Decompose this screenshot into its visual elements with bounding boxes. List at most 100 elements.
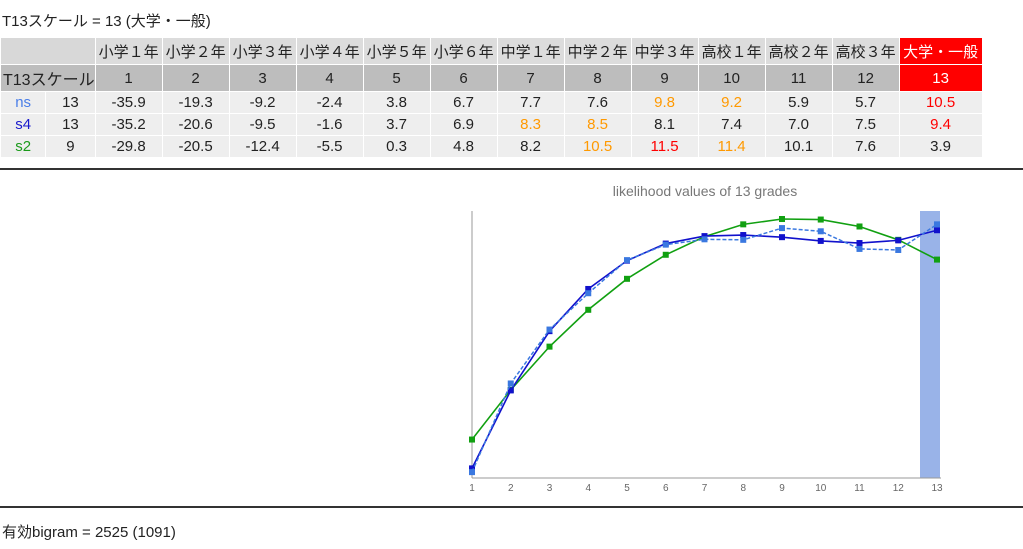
x-tick-label: 6 bbox=[663, 483, 669, 494]
divider-top bbox=[0, 168, 1023, 170]
scale-number-12: 12 bbox=[832, 65, 899, 91]
likelihood-cell: 8.5 bbox=[564, 114, 631, 135]
likelihood-cell: 9.8 bbox=[631, 92, 698, 113]
series-point-s4 bbox=[779, 234, 785, 241]
grade-name-8: 中学２年 bbox=[564, 38, 631, 64]
series-point-s2 bbox=[934, 256, 940, 263]
series-point-ns bbox=[817, 228, 824, 235]
likelihood-cell: 7.4 bbox=[698, 114, 765, 135]
series-point-s2 bbox=[546, 343, 553, 350]
likelihood-cell: -20.6 bbox=[162, 114, 229, 135]
series-point-ns bbox=[740, 236, 747, 243]
model-count: 13 bbox=[46, 92, 95, 113]
series-point-s2 bbox=[856, 223, 863, 230]
series-point-ns bbox=[934, 221, 940, 228]
grade-name-5: 小学５年 bbox=[363, 38, 430, 64]
likelihood-cell: 3.9 bbox=[899, 136, 982, 157]
series-point-s4 bbox=[740, 232, 747, 239]
grade-name-row: 小学１年 小学２年 小学３年 小学４年 小学５年 小学６年 中学１年 中学２年 中学３年 高校１年… bbox=[1, 38, 982, 64]
result-title: T13スケール = 13 (大学・一般) bbox=[2, 13, 211, 30]
likelihood-cell: -35.9 bbox=[95, 92, 162, 113]
likelihood-cell: 9.4 bbox=[899, 114, 982, 135]
likelihood-cell: -5.5 bbox=[296, 136, 363, 157]
scale-number-row: T13スケール 1 2 3 4 5 6 7 8 9 10 11 12 13 bbox=[1, 65, 982, 91]
model-name: s4 bbox=[1, 114, 46, 135]
likelihood-cell: 11.5 bbox=[631, 136, 698, 157]
scale-number-1: 1 bbox=[95, 65, 162, 91]
likelihood-cell: 8.1 bbox=[631, 114, 698, 135]
series-point-s2 bbox=[779, 216, 785, 223]
scale-number-7: 7 bbox=[497, 65, 564, 91]
scale-label: T13スケール bbox=[1, 65, 95, 91]
likelihood-cell: 5.9 bbox=[765, 92, 832, 113]
series-point-ns bbox=[585, 290, 592, 297]
likelihood-cell: -9.5 bbox=[229, 114, 296, 135]
grade-likelihood-table: 小学１年 小学２年 小学３年 小学４年 小学５年 小学６年 中学１年 中学２年 中学３年 高校１年… bbox=[0, 37, 983, 158]
likelihood-cell: 11.4 bbox=[698, 136, 765, 157]
x-tick-label: 13 bbox=[931, 483, 943, 494]
scale-number-4: 4 bbox=[296, 65, 363, 91]
x-tick-label: 7 bbox=[702, 483, 708, 494]
likelihood-cell: 5.7 bbox=[832, 92, 899, 113]
series-point-s4 bbox=[895, 237, 902, 244]
model-count: 13 bbox=[46, 114, 95, 135]
series-point-s2 bbox=[817, 216, 824, 223]
likelihood-cell: 7.0 bbox=[765, 114, 832, 135]
series-point-s2 bbox=[624, 275, 630, 282]
likelihood-cell: -1.6 bbox=[296, 114, 363, 135]
scale-number-8: 8 bbox=[564, 65, 631, 91]
x-tick-label: 3 bbox=[547, 483, 553, 494]
series-point-ns bbox=[779, 225, 785, 232]
likelihood-cell: 10.5 bbox=[564, 136, 631, 157]
bigram-count: 有効bigram = 2525 (1091) bbox=[2, 524, 176, 541]
series-line-ns bbox=[471, 223, 938, 473]
likelihood-cell: 0.3 bbox=[363, 136, 430, 157]
x-tick-label: 9 bbox=[779, 483, 785, 494]
header-corner bbox=[1, 38, 95, 64]
series-point-ns bbox=[469, 469, 475, 476]
model-row-s2: s2 9 -29.8 -20.5 -12.4 -5.5 0.3 4.8 8.2 10.5 11.5 1… bbox=[1, 136, 982, 157]
series-point-ns bbox=[856, 245, 863, 252]
chart-title: likelihood values of 13 grades bbox=[613, 183, 797, 199]
likelihood-cell: -19.3 bbox=[162, 92, 229, 113]
likelihood-cell: -2.4 bbox=[296, 92, 363, 113]
series-point-s4 bbox=[701, 233, 708, 240]
series-line-s2 bbox=[471, 218, 938, 441]
grade-name-7: 中学１年 bbox=[497, 38, 564, 64]
likelihood-cell: -35.2 bbox=[95, 114, 162, 135]
series-point-s4 bbox=[469, 465, 475, 472]
series-point-s4 bbox=[585, 285, 592, 292]
grade-name-6: 小学６年 bbox=[430, 38, 497, 64]
likelihood-cell: 9.2 bbox=[698, 92, 765, 113]
scale-number-6: 6 bbox=[430, 65, 497, 91]
x-tick-label: 8 bbox=[740, 483, 746, 494]
grade-name-10: 高校１年 bbox=[698, 38, 765, 64]
series-point-ns bbox=[624, 257, 630, 264]
highlight-band bbox=[920, 211, 940, 478]
series-line-s4 bbox=[471, 229, 938, 469]
scale-number-11: 11 bbox=[765, 65, 832, 91]
likelihood-cell: -20.5 bbox=[162, 136, 229, 157]
x-tick-label: 11 bbox=[854, 483, 865, 494]
likelihood-cell: 8.2 bbox=[497, 136, 564, 157]
grade-name-12: 高校３年 bbox=[832, 38, 899, 64]
likelihood-cell: 3.7 bbox=[363, 114, 430, 135]
scale-number-5: 5 bbox=[363, 65, 430, 91]
grade-name-1: 小学１年 bbox=[95, 38, 162, 64]
grade-name-3: 小学３年 bbox=[229, 38, 296, 64]
x-tick-label: 4 bbox=[585, 483, 591, 494]
series-point-s2 bbox=[469, 436, 475, 443]
model-name: s2 bbox=[1, 136, 46, 157]
scale-number-2: 2 bbox=[162, 65, 229, 91]
x-tick-label: 2 bbox=[508, 483, 514, 494]
scale-number-3: 3 bbox=[229, 65, 296, 91]
grade-name-9: 中学３年 bbox=[631, 38, 698, 64]
model-row-s4: s4 13 -35.2 -20.6 -9.5 -1.6 3.7 6.9 8.3 8.5 8.1 7.4… bbox=[1, 114, 982, 135]
series-point-ns bbox=[507, 380, 514, 387]
likelihood-cell: 7.5 bbox=[832, 114, 899, 135]
x-tick-label: 1 bbox=[469, 483, 475, 494]
likelihood-cell: 10.5 bbox=[899, 92, 982, 113]
model-name: ns bbox=[1, 92, 46, 113]
likelihood-cell: 7.6 bbox=[564, 92, 631, 113]
divider-bottom bbox=[0, 506, 1023, 508]
